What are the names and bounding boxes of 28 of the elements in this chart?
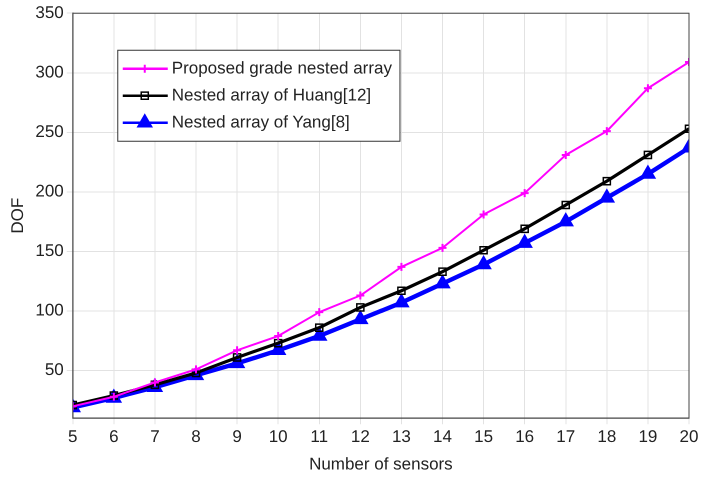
x-tick-label: 10	[268, 427, 288, 446]
x-tick-label: 12	[350, 427, 370, 446]
legend-label: Nested array of Yang[8]	[172, 112, 350, 132]
x-tick-label: 14	[433, 427, 452, 446]
y-tick-label: 50	[44, 360, 64, 380]
x-tick-label: 16	[515, 427, 534, 446]
y-tick-label: 100	[35, 300, 64, 320]
x-tick-label: 6	[109, 427, 119, 446]
y-tick-label: 150	[35, 241, 64, 260]
x-axis-title: Number of sensors	[309, 454, 453, 474]
x-tick-label: 8	[191, 427, 201, 446]
y-tick-label: 250	[35, 122, 64, 142]
x-tick-label: 18	[597, 427, 616, 446]
x-tick-label: 15	[474, 427, 494, 446]
x-tick-label: 5	[68, 427, 78, 446]
y-tick-label: 300	[35, 62, 64, 82]
x-tick-label: 17	[556, 427, 576, 446]
legend-label: Proposed grade nested array	[172, 58, 392, 78]
y-tick-label: 350	[35, 2, 64, 22]
y-tick-label: 200	[35, 182, 64, 201]
x-tick-label: 19	[638, 427, 658, 446]
x-tick-label: 13	[392, 427, 411, 446]
y-axis-title: DOF	[8, 198, 27, 234]
legend-label: Nested array of Huang[12]	[172, 85, 372, 104]
x-tick-label: 20	[680, 427, 698, 446]
x-tick-label: 11	[310, 427, 328, 446]
x-tick-label: 9	[232, 427, 242, 446]
x-tick-label: 7	[150, 427, 160, 446]
